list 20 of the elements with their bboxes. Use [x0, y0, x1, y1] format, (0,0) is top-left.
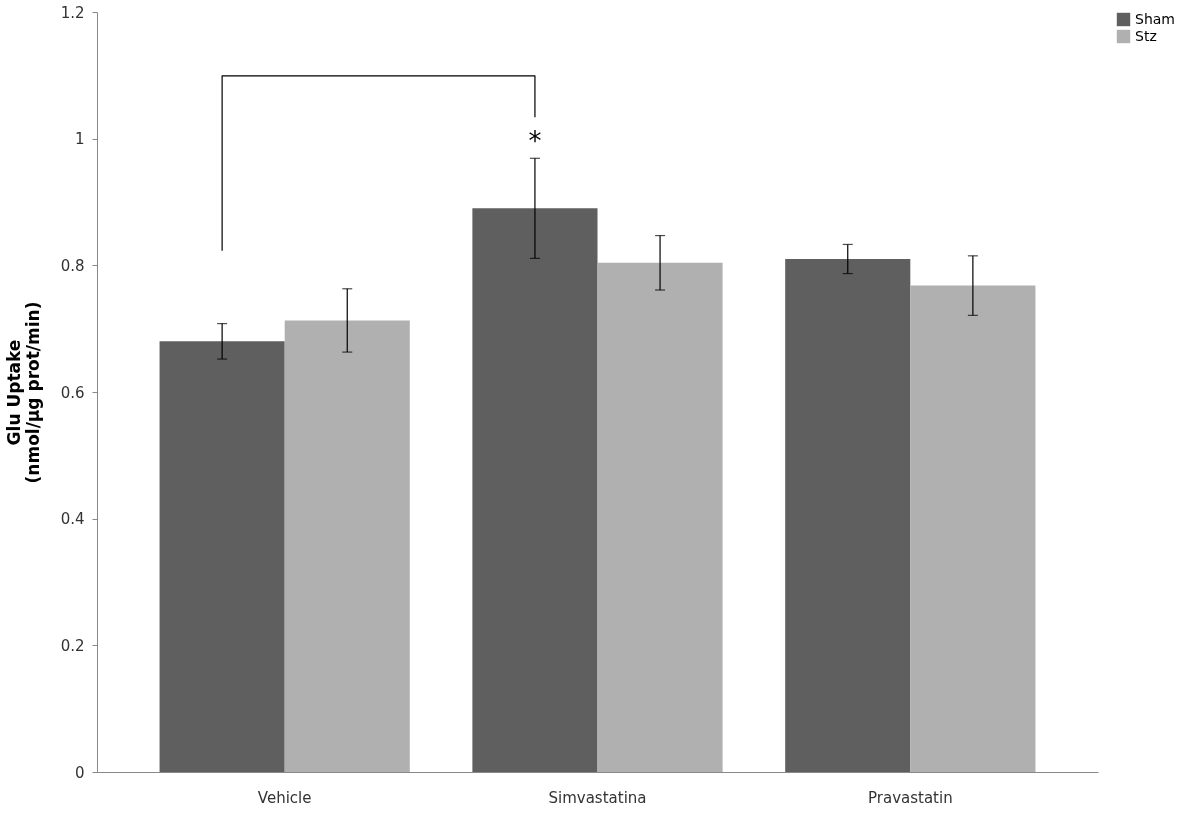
bar: [284, 320, 410, 772]
y-axis-title: Glu Uptake (nmol/μg prot/min): [3, 301, 43, 484]
y-tick-label: 0: [74, 763, 85, 782]
y-tick-label: 0.4: [60, 510, 85, 529]
y-tick-label: 0.8: [60, 256, 85, 275]
y-tick-label: 0.6: [60, 383, 85, 402]
y-tick-label: 1.2: [60, 3, 85, 22]
legend-label: Stz: [1135, 27, 1157, 44]
x-tick-label: Vehicle: [257, 788, 312, 807]
bar: [472, 208, 598, 772]
y-tick-label: 1: [74, 130, 85, 149]
y-tick-label: 0.2: [60, 636, 85, 655]
bar: [910, 285, 1036, 772]
bar: [159, 341, 285, 772]
x-tick-label: Pravastatin: [867, 788, 953, 807]
bar: [785, 259, 911, 772]
bar: [597, 262, 723, 772]
legend-label: Sham: [1135, 10, 1175, 27]
annotation: *: [528, 126, 542, 157]
x-tick-label: Simvastatina: [548, 788, 647, 807]
